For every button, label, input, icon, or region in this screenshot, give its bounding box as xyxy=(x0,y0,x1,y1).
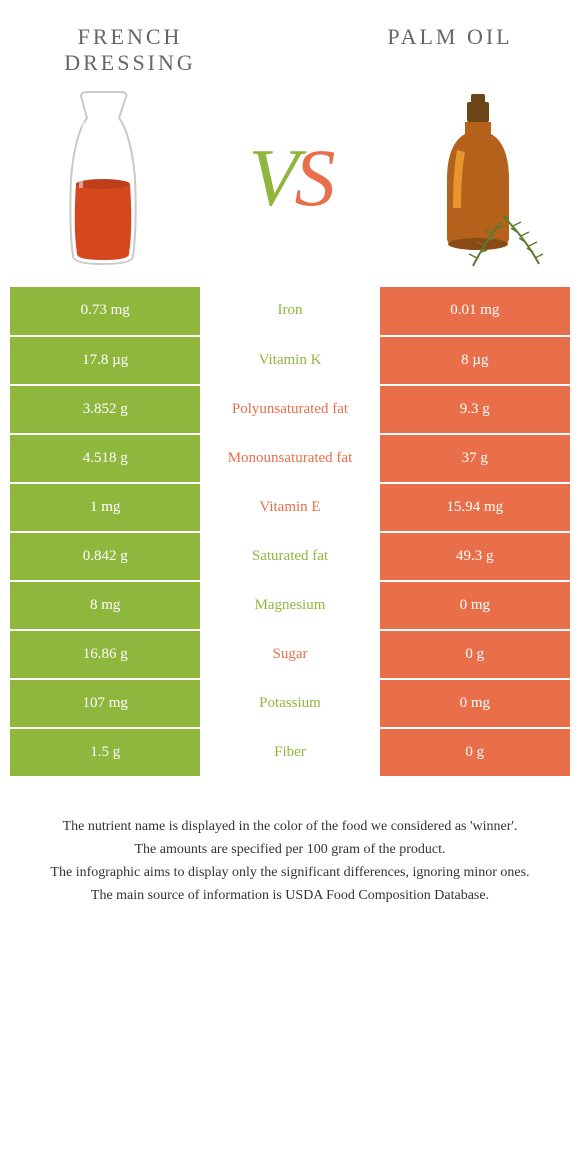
left-value: 8 mg xyxy=(10,581,200,630)
right-value: 0 g xyxy=(380,630,570,679)
footer-line: The nutrient name is displayed in the co… xyxy=(26,816,554,837)
nutrient-name: Monounsaturated fat xyxy=(200,434,379,483)
nutrient-name: Polyunsaturated fat xyxy=(200,385,379,434)
table-row: 4.518 gMonounsaturated fat37 g xyxy=(10,434,570,483)
footer-line: The main source of information is USDA F… xyxy=(26,885,554,906)
table-row: 0.73 mgIron0.01 mg xyxy=(10,287,570,336)
left-value: 1 mg xyxy=(10,483,200,532)
table-row: 1 mgVitamin E15.94 mg xyxy=(10,483,570,532)
right-food-image xyxy=(402,83,552,273)
right-value: 9.3 g xyxy=(380,385,570,434)
right-value: 0 g xyxy=(380,728,570,777)
table-row: 3.852 gPolyunsaturated fat9.3 g xyxy=(10,385,570,434)
table-row: 1.5 gFiber0 g xyxy=(10,728,570,777)
left-value: 0.73 mg xyxy=(10,287,200,336)
nutrient-name: Iron xyxy=(200,287,379,336)
right-food-title: PALM OIL xyxy=(350,24,550,50)
right-value: 37 g xyxy=(380,434,570,483)
header: FRENCH DRESSING PALM OIL xyxy=(10,24,570,77)
right-value: 0.01 mg xyxy=(380,287,570,336)
vs-v: V xyxy=(248,132,294,223)
carafe-icon xyxy=(43,88,163,268)
table-row: 17.8 µgVitamin K8 µg xyxy=(10,336,570,385)
nutrient-name: Fiber xyxy=(200,728,379,777)
left-value: 17.8 µg xyxy=(10,336,200,385)
right-value: 15.94 mg xyxy=(380,483,570,532)
footer-line: The infographic aims to display only the… xyxy=(26,862,554,883)
footer-notes: The nutrient name is displayed in the co… xyxy=(10,816,570,906)
nutrient-name: Sugar xyxy=(200,630,379,679)
nutrient-name: Saturated fat xyxy=(200,532,379,581)
vs-s: S xyxy=(295,132,332,223)
right-value: 0 mg xyxy=(380,679,570,728)
table-row: 0.842 gSaturated fat49.3 g xyxy=(10,532,570,581)
footer-line: The amounts are specified per 100 gram o… xyxy=(26,839,554,860)
right-value: 49.3 g xyxy=(380,532,570,581)
left-value: 1.5 g xyxy=(10,728,200,777)
vs-label: VS xyxy=(248,131,331,225)
right-value: 8 µg xyxy=(380,336,570,385)
nutrient-name: Potassium xyxy=(200,679,379,728)
table-row: 107 mgPotassium0 mg xyxy=(10,679,570,728)
nutrition-table: 0.73 mgIron0.01 mg17.8 µgVitamin K8 µg3.… xyxy=(10,287,570,778)
images-row: VS xyxy=(10,83,570,273)
nutrient-name: Magnesium xyxy=(200,581,379,630)
left-value: 107 mg xyxy=(10,679,200,728)
left-value: 3.852 g xyxy=(10,385,200,434)
right-value: 0 mg xyxy=(380,581,570,630)
nutrient-name: Vitamin K xyxy=(200,336,379,385)
table-row: 16.86 gSugar0 g xyxy=(10,630,570,679)
left-value: 16.86 g xyxy=(10,630,200,679)
left-value: 4.518 g xyxy=(10,434,200,483)
oil-bottle-icon xyxy=(407,88,547,268)
left-food-image xyxy=(28,83,178,273)
left-food-title: FRENCH DRESSING xyxy=(30,24,230,77)
nutrient-name: Vitamin E xyxy=(200,483,379,532)
table-row: 8 mgMagnesium0 mg xyxy=(10,581,570,630)
left-value: 0.842 g xyxy=(10,532,200,581)
